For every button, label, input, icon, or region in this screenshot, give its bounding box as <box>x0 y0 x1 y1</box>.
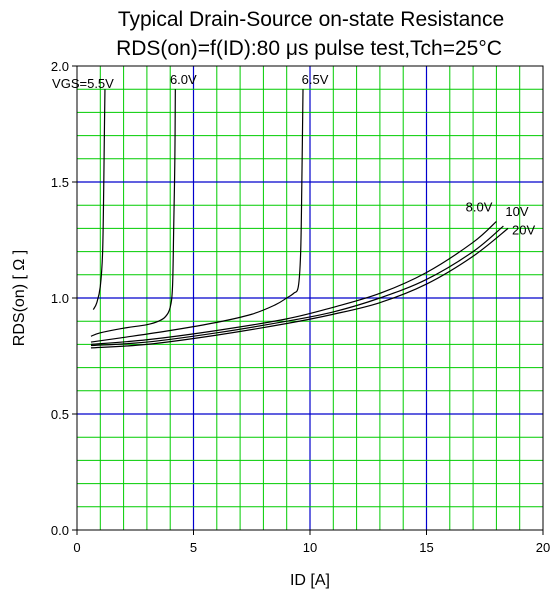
x-tick-label: 0 <box>73 540 80 555</box>
series-label: 8.0V <box>466 199 493 214</box>
series-line <box>90 225 504 347</box>
series-label: 10V <box>505 204 528 219</box>
y-tick-label: 1.0 <box>51 291 69 306</box>
chart-subtitle: RDS(on)=f(ID):80 μs pulse test,Tch=25°C <box>116 37 502 60</box>
series-line <box>90 220 497 345</box>
x-tick-label: 15 <box>419 540 433 555</box>
series-label: VGS=5.5V <box>52 76 114 91</box>
x-tick-label: 20 <box>536 540 550 555</box>
y-tick-label: 1.5 <box>51 175 69 190</box>
x-tick-label: 5 <box>190 540 197 555</box>
curve-label-layer: VGS=5.5V 6.0V 6.5V 8.0V 10V 20V <box>52 72 535 237</box>
series-line <box>90 89 304 343</box>
series-line <box>92 89 106 310</box>
tick-label-layer: 0 5 10 15 20 0.0 0.5 1.0 1.5 2.0 <box>51 59 550 555</box>
x-axis-label: ID [A] <box>290 572 330 589</box>
axis-layer <box>72 65 544 535</box>
series-label: 6.0V <box>170 72 197 87</box>
series-line <box>90 89 176 337</box>
series-line <box>90 227 509 349</box>
series-label: 20V <box>512 222 535 237</box>
grid-layer <box>77 66 543 530</box>
x-tick-label: 10 <box>303 540 317 555</box>
series-label: 6.5V <box>302 72 329 87</box>
chart-title: Typical Drain-Source on-state Resistance <box>118 8 504 31</box>
y-tick-label: 0.5 <box>51 407 69 422</box>
y-axis-label: RDS(on) [ Ω ] <box>11 250 28 346</box>
y-tick-label: 0.0 <box>51 523 69 538</box>
curve-layer <box>90 89 509 349</box>
y-tick-label: 2.0 <box>51 59 69 74</box>
